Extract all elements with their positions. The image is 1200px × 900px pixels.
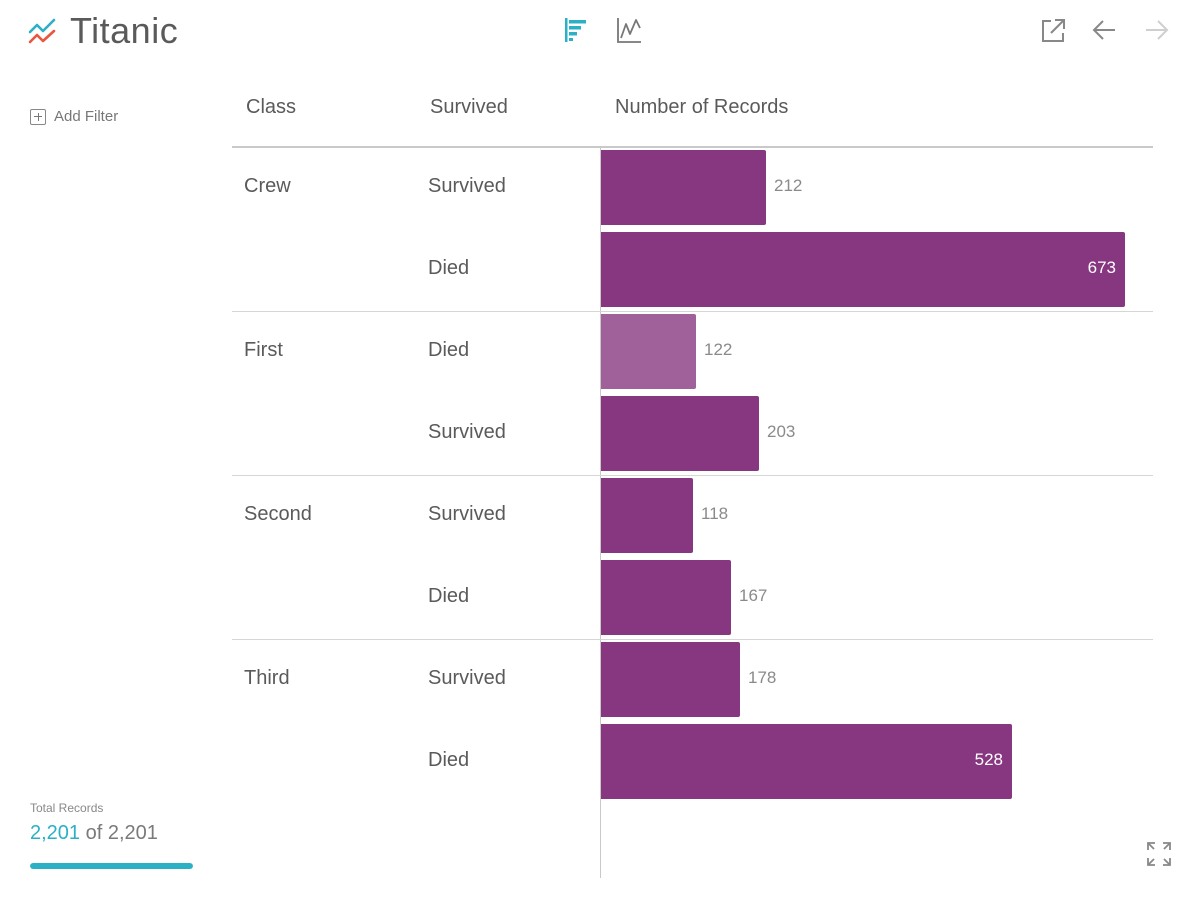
survived-label[interactable]: Died (428, 257, 470, 279)
group-divider (232, 311, 1153, 312)
bar-row: 203 (601, 396, 1125, 471)
survived-label[interactable]: Died (428, 339, 470, 361)
group-divider (232, 639, 1153, 640)
fullscreen-icon[interactable] (1146, 841, 1172, 872)
column-header-class[interactable]: Class (246, 96, 297, 118)
bar-value-label: 167 (739, 586, 768, 605)
survived-label[interactable]: Survived (428, 421, 506, 443)
bar-value-label: 203 (767, 422, 796, 441)
column-header-survived[interactable]: Survived (430, 96, 508, 118)
total-records-current: 2,201 (30, 822, 81, 844)
bar-value-label: 122 (704, 340, 733, 359)
total-records-label: Total Records (30, 801, 104, 815)
bar-row: 528 (601, 724, 1125, 799)
bar[interactable] (601, 150, 766, 225)
bar-chart-icon[interactable] (562, 16, 590, 49)
add-filter-label: Add Filter (54, 108, 119, 125)
total-records-progress (30, 863, 193, 869)
bar-value-label: 212 (774, 176, 803, 195)
survived-label[interactable]: Survived (428, 667, 506, 689)
group-divider (232, 475, 1153, 476)
total-records-suffix: of 2,201 (85, 822, 158, 844)
bar[interactable] (601, 232, 1125, 307)
bar[interactable] (601, 642, 740, 717)
class-label[interactable]: Second (244, 503, 312, 525)
bar[interactable] (601, 396, 759, 471)
bar-value-label: 673 (1087, 258, 1116, 277)
bar[interactable] (601, 478, 693, 553)
class-label[interactable]: Third (244, 667, 290, 689)
total-records-value: 2,201 of 2,201 (30, 822, 158, 845)
bar-row: 178 (601, 642, 1125, 717)
bar-value-label: 118 (701, 504, 729, 523)
survived-label[interactable]: Survived (428, 175, 506, 197)
total-records-progress-fill (30, 863, 193, 869)
bar[interactable] (601, 724, 1012, 799)
bar[interactable] (601, 560, 731, 635)
bar-row: 673 (601, 232, 1125, 307)
arrow-right-icon[interactable] (1143, 16, 1171, 49)
survived-label[interactable]: Survived (428, 503, 506, 525)
class-label[interactable]: Crew (244, 175, 291, 197)
bar-row: 122 (601, 314, 1125, 389)
app-title: Titanic (70, 10, 179, 51)
bar-value-label: 178 (748, 668, 777, 687)
survived-label[interactable]: Died (428, 749, 470, 771)
header-divider (232, 146, 1153, 148)
bar-row: 118 (601, 478, 1125, 553)
class-label[interactable]: First (244, 339, 283, 361)
bar-row: 212 (601, 150, 1125, 225)
bar-row: 167 (601, 560, 1125, 635)
trend-line-logo-icon (28, 14, 58, 51)
survived-label[interactable]: Died (428, 585, 470, 607)
add-filter-button[interactable]: Add Filter (30, 108, 118, 125)
bar-value-label: 528 (974, 750, 1003, 769)
bar[interactable] (601, 314, 696, 389)
arrow-left-icon[interactable] (1090, 16, 1118, 49)
column-header-number-of-records[interactable]: Number of Records (615, 96, 789, 118)
plus-box-icon (30, 108, 46, 125)
chart-axis-line (600, 148, 601, 878)
line-chart-icon[interactable] (615, 16, 643, 49)
external-link-icon[interactable] (1040, 16, 1066, 49)
